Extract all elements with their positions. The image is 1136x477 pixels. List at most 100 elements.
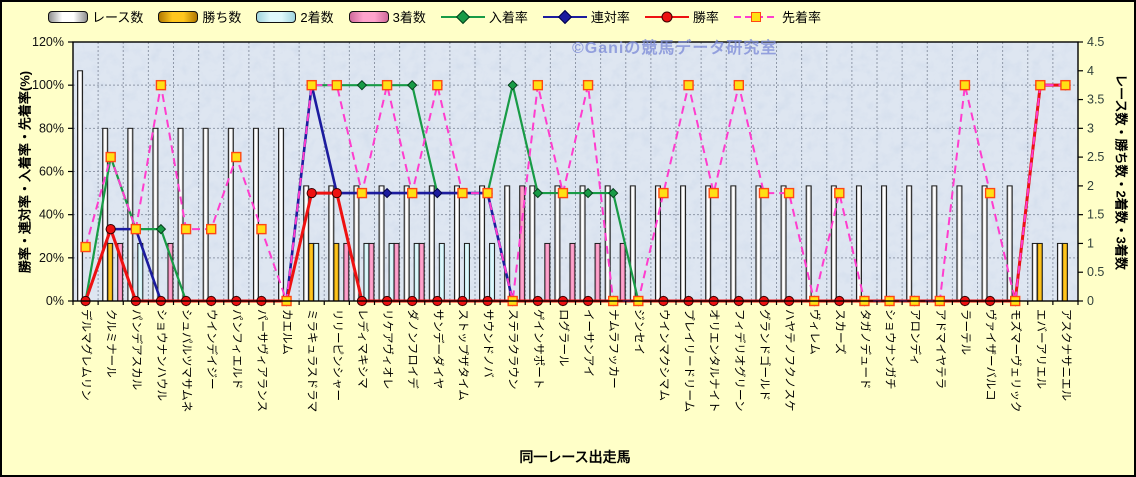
bar — [363, 242, 370, 302]
legend-label: 先着率 — [781, 10, 821, 25]
right-axis-labels: 0 0.5 1 1.5 2 2.5 3 3.5 4 4.5 — [1087, 35, 1104, 308]
watermark-text: ©Ganiの競馬データ研究室 — [572, 40, 778, 57]
legend-label: 3着数 — [392, 10, 426, 25]
x-label: パーサヴィアランス — [255, 309, 269, 412]
x-label: アスクナサニエル — [1059, 309, 1072, 401]
x-label: クルミナール — [105, 309, 118, 378]
bar — [413, 242, 420, 302]
x-label: ログラール — [557, 309, 571, 367]
bar — [705, 185, 712, 302]
bar — [388, 242, 395, 302]
svg-text:120%: 120% — [32, 35, 64, 49]
bar — [438, 242, 445, 302]
svg-text:0: 0 — [1087, 294, 1094, 308]
x-label: ミラキュラスドラマ — [306, 309, 318, 412]
chart-legend: レース数 勝ち数 2着数 3着数 入着率 連対率 勝率 先着率 — [2, 7, 867, 26]
svg-text:3: 3 — [1087, 121, 1094, 135]
x-label: カエルム — [281, 309, 294, 355]
bar — [77, 70, 84, 302]
bar — [278, 127, 285, 302]
bar — [730, 185, 737, 302]
x-label: スカーズ — [833, 309, 847, 354]
x-label: デルマグレムリン — [80, 309, 94, 401]
x-label: パンフィエルド — [230, 309, 243, 390]
legend-item-6: 勝率 — [644, 7, 719, 26]
bar — [107, 242, 114, 302]
bar — [594, 242, 601, 302]
svg-text:20%: 20% — [39, 251, 64, 265]
bar — [368, 242, 375, 302]
x-label: ラーテル — [959, 309, 971, 355]
bar — [855, 185, 862, 302]
legend-label: 勝率 — [692, 10, 719, 25]
bar — [1056, 242, 1063, 302]
svg-text:1.5: 1.5 — [1087, 208, 1104, 222]
x-label: ヴァイザーバルコ — [984, 309, 998, 401]
bar — [313, 242, 320, 302]
x-label: アドマイヤテラ — [934, 309, 946, 389]
x-label: パンデアスカル — [130, 309, 144, 390]
bar — [378, 185, 385, 302]
legend-bar-swatch-icon — [256, 10, 297, 23]
x-label: リリーピンシャー — [331, 309, 344, 401]
bar — [554, 185, 561, 302]
svg-text:0.5: 0.5 — [1087, 265, 1104, 279]
bar — [780, 185, 787, 302]
bar — [393, 242, 400, 302]
x-label: サンデーダイヤ — [431, 309, 445, 389]
bar — [489, 242, 496, 302]
right-axis-title: レース数・勝ち数・2着数・3着数 — [1113, 74, 1129, 270]
legend-line-swatch-icon — [542, 9, 587, 24]
bar — [579, 185, 586, 302]
x-label: ウインマクシマム — [657, 309, 670, 401]
legend-label: 入着率 — [488, 10, 528, 25]
bar — [418, 242, 425, 302]
bar — [328, 185, 335, 302]
bar — [479, 185, 486, 302]
legend-line-swatch-icon — [440, 9, 485, 24]
legend-item-3: 3着数 — [348, 7, 426, 26]
x-label: ショウナンハウル — [155, 309, 168, 401]
x-label: イーサンアイ — [582, 309, 595, 377]
x-label: ハヤテノフクノスケ — [783, 309, 796, 411]
svg-text:60%: 60% — [39, 165, 64, 179]
svg-text:100%: 100% — [32, 78, 64, 92]
x-label: ストップザタイム — [456, 309, 469, 401]
legend-label: レース数 — [92, 10, 144, 25]
left-axis-labels: 0% 20% 40% 60% 80% 100% 120% — [32, 35, 64, 308]
bar — [202, 127, 209, 302]
left-axis-title: 勝率・連対率・入着率・先着率(%) — [17, 70, 33, 274]
bar — [619, 242, 626, 302]
bar — [931, 185, 938, 302]
x-label: モズマーヴェリック — [1009, 309, 1023, 413]
bar — [177, 127, 184, 302]
legend-bar-swatch-icon — [48, 10, 89, 23]
bar — [343, 242, 350, 302]
bar — [544, 242, 551, 302]
x-label: ショウナンガチ — [884, 309, 897, 390]
bar — [1061, 242, 1068, 302]
x-label: ダノンフロイデ — [406, 309, 420, 389]
x-label: プレイリードリーム — [683, 309, 696, 412]
legend-item-0: レース数 — [48, 7, 143, 26]
bar — [881, 185, 888, 302]
x-category-labels: デルマグレムリン クルミナール パンデアスカル ショウナンハウル シュパルツマサムネ ウイ… — [80, 309, 1073, 413]
svg-text:3.5: 3.5 — [1087, 93, 1104, 107]
svg-text:0%: 0% — [46, 294, 64, 308]
bar — [403, 185, 410, 302]
legend-line-swatch-icon — [644, 11, 689, 23]
legend-label: 連対率 — [590, 10, 630, 25]
bar — [463, 242, 470, 302]
x-label: レディマキシマ — [356, 309, 370, 389]
x-label: シュパルツマサムネ — [180, 309, 193, 412]
svg-text:2: 2 — [1087, 179, 1094, 193]
legend-line-swatch-icon — [733, 11, 778, 23]
x-label: ステラクラウン — [507, 309, 520, 390]
legend-bar-swatch-icon — [348, 10, 389, 23]
svg-text:80%: 80% — [39, 121, 64, 135]
x-axis-title: 同一レース出走馬 — [519, 449, 631, 465]
bar — [755, 185, 762, 302]
bar — [1031, 242, 1038, 302]
